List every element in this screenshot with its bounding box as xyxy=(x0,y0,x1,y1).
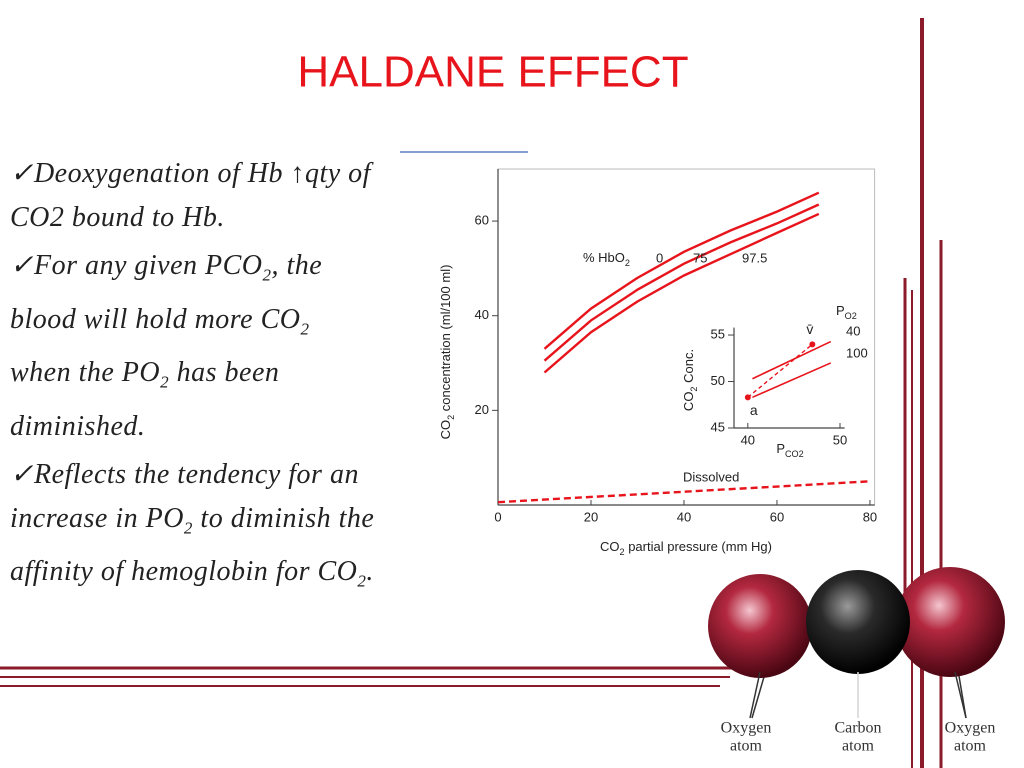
x-axis-label-run: 2 xyxy=(620,547,625,557)
point-label: a xyxy=(750,402,758,418)
bullet-text: ✓Reflects the tendency for an increase i… xyxy=(10,458,359,534)
bullet-text: . xyxy=(366,556,374,588)
y-axis-label-run: 2 xyxy=(446,415,456,420)
x-tick-label: 80 xyxy=(863,509,877,524)
x-tick-label: 50 xyxy=(833,432,847,447)
y-axis-label-run: 2 xyxy=(689,387,699,392)
y-tick-label: 55 xyxy=(711,326,725,341)
bullet: ✓Reflects the tendency for an increase i… xyxy=(10,453,378,604)
data-line xyxy=(752,340,832,380)
bullet: ✓For any given PCO2, the blood will hold… xyxy=(10,244,378,449)
x-axis-label-run: partial pressure (mm Hg) xyxy=(625,539,772,554)
bullet-text: 2 xyxy=(357,571,367,591)
dashed-link xyxy=(747,343,813,398)
series-label: 75 xyxy=(693,250,707,265)
legend-title-run: O2 xyxy=(845,311,857,321)
x-tick-label: 40 xyxy=(677,509,691,524)
y-axis-label-run: CO xyxy=(681,392,696,412)
data-line xyxy=(497,480,871,504)
bullet-text: ✓For any given PCO xyxy=(10,250,263,281)
y-axis-label-run: Conc. xyxy=(681,349,696,387)
bullet-text: 2 xyxy=(160,372,170,392)
annotation-run: % HbO xyxy=(583,250,625,265)
legend-title-run: P xyxy=(836,303,845,318)
y-axis-label-run: CO xyxy=(438,420,453,440)
data-line xyxy=(543,203,820,362)
x-tick-label: 60 xyxy=(770,509,784,524)
series-label: Dissolved xyxy=(683,469,739,484)
atom-label: Carbon xyxy=(834,720,881,737)
x-axis-label-run: P xyxy=(776,441,785,456)
x-tick-label: 40 xyxy=(741,432,755,447)
bullet-text: has been diminished. xyxy=(10,357,280,442)
y-tick-label: 60 xyxy=(475,212,489,227)
legend-title: PO2 xyxy=(836,303,857,321)
atom-label: Oxygen xyxy=(721,720,772,737)
x-tick-label: 20 xyxy=(584,509,598,524)
series-label: 97.5 xyxy=(742,250,767,265)
atom-label: Oxygen xyxy=(945,720,996,737)
x-axis-label: PCO2 xyxy=(776,441,803,459)
x-tick-label: 0 xyxy=(494,509,501,524)
atom-label: atom xyxy=(842,738,875,755)
data-point xyxy=(744,394,751,401)
bullet-list: ✓Deoxygenation of Hb ↑qty of CO2 bound t… xyxy=(10,152,378,608)
x-axis-label-run: CO2 xyxy=(785,449,804,459)
bullet-text: 2 xyxy=(262,265,272,285)
data-line xyxy=(752,362,832,399)
y-axis-label: CO2 Conc. xyxy=(681,349,699,411)
data-line xyxy=(543,212,820,374)
bullet: ✓Deoxygenation of Hb ↑qty of CO2 bound t… xyxy=(10,152,378,240)
atom-label: atom xyxy=(954,738,987,755)
y-tick-label: 20 xyxy=(475,402,489,417)
y-tick-label: 40 xyxy=(475,307,489,322)
bullet-text: 2 xyxy=(300,319,310,339)
bullet-text: when the PO xyxy=(10,357,161,389)
y-axis-label: CO2 concentration (ml/100 ml) xyxy=(438,265,456,440)
series-label: 100 xyxy=(846,345,868,360)
annotation: % HbO2 xyxy=(583,250,630,268)
x-axis-label: CO2 partial pressure (mm Hg) xyxy=(600,539,772,557)
plot-frame xyxy=(497,168,876,506)
atom-label: atom xyxy=(730,738,763,755)
y-axis-label-run: concentration (ml/100 ml) xyxy=(438,265,453,415)
series-label: 40 xyxy=(846,323,860,338)
y-tick-label: 45 xyxy=(711,419,725,434)
slide-title: HALDANE EFFECT xyxy=(297,48,688,97)
y-tick-label: 50 xyxy=(711,373,725,388)
data-point xyxy=(809,341,816,348)
bullet-text: , the blood will hold more CO xyxy=(10,250,323,335)
x-axis-label-run: CO xyxy=(600,539,620,554)
series-label: 0 xyxy=(656,250,663,265)
bullet-text: to diminish the affinity of hemoglobin f… xyxy=(10,502,375,588)
data-line xyxy=(543,191,820,350)
bullet-text: ✓Deoxygenation of Hb ↑qty of CO2 bound t… xyxy=(10,158,371,233)
annotation-run: 2 xyxy=(625,258,630,268)
point-label: v̄ xyxy=(806,321,813,337)
bullet-text: 2 xyxy=(183,518,193,538)
